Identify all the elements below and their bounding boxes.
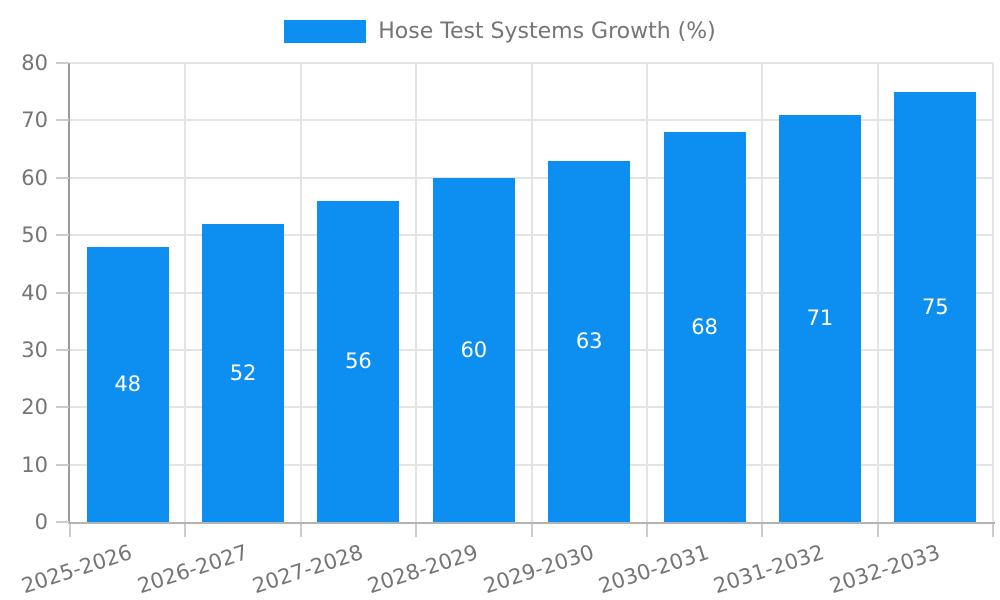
gridline-v — [645, 63, 648, 522]
bar-value-label: 56 — [345, 349, 372, 374]
bar: 75 — [894, 91, 977, 522]
y-axis-tick — [56, 234, 69, 237]
y-axis-label: 20 — [21, 395, 48, 420]
x-axis-label: 2029-2030 — [480, 540, 597, 599]
bar-value-label: 68 — [691, 314, 718, 339]
y-axis-tick — [56, 406, 69, 409]
y-axis-label: 10 — [21, 452, 48, 477]
gridline-v — [761, 63, 764, 522]
gridline-v — [992, 63, 994, 522]
x-axis-tick — [184, 524, 187, 537]
x-axis-label: 2030-2031 — [595, 540, 712, 599]
gridline-v — [184, 63, 187, 522]
gridline-v — [415, 63, 418, 522]
y-axis-label: 70 — [21, 108, 48, 133]
x-axis-label: 2027-2028 — [249, 540, 366, 599]
legend-label: Hose Test Systems Growth (%) — [378, 19, 716, 44]
y-axis-tick — [56, 348, 69, 351]
y-axis-label: 80 — [21, 51, 48, 75]
x-axis-label: 2028-2029 — [364, 540, 482, 599]
bar-value-label: 60 — [460, 337, 488, 362]
y-axis-label: 60 — [21, 165, 48, 190]
x-axis-label: 2031-2032 — [711, 540, 828, 599]
gridline-v — [299, 63, 302, 522]
x-axis-label: 2026-2027 — [134, 540, 251, 599]
y-axis-label: 30 — [21, 337, 48, 362]
y-axis-tick — [56, 119, 69, 122]
y-axis-tick — [56, 176, 69, 179]
y-axis-line — [68, 63, 70, 524]
bar: 48 — [86, 246, 169, 522]
x-axis-label: 2032-2033 — [826, 540, 943, 599]
y-axis-tick — [56, 521, 69, 523]
legend-swatch — [284, 20, 367, 43]
x-axis-line — [68, 522, 995, 524]
x-axis-tick — [530, 524, 533, 537]
y-axis-label: 40 — [21, 280, 48, 305]
y-axis-tick — [56, 463, 69, 466]
x-axis-tick — [761, 524, 764, 537]
bar-value-label: 75 — [921, 294, 949, 319]
bar: 60 — [432, 177, 515, 522]
bar: 63 — [548, 160, 631, 522]
bar: 71 — [778, 114, 861, 522]
legend: Hose Test Systems Growth (%) — [0, 20, 1000, 43]
x-axis-tick — [69, 524, 71, 537]
x-axis-tick — [299, 524, 302, 537]
bar-value-label: 48 — [114, 372, 142, 397]
x-axis-tick — [876, 524, 879, 537]
bar: 56 — [317, 200, 400, 522]
gridline-v — [876, 63, 879, 522]
x-axis-tick — [645, 524, 648, 537]
y-axis-label: 0 — [34, 510, 48, 534]
gridline-v — [530, 63, 533, 522]
bar-value-label: 52 — [229, 360, 257, 385]
bar-value-label: 63 — [575, 329, 603, 354]
bar: 68 — [663, 131, 746, 522]
plot-area: 48 52 56 60 63 68 71 75 — [70, 62, 994, 522]
y-axis-tick — [56, 291, 69, 294]
x-axis-tick — [992, 524, 994, 537]
x-axis-tick — [415, 524, 418, 537]
y-axis-label: 50 — [21, 223, 48, 248]
bar-value-label: 71 — [806, 306, 834, 331]
x-axis-label: 2025-2026 — [18, 540, 136, 599]
y-axis-tick — [56, 62, 69, 64]
bar: 52 — [202, 223, 285, 522]
